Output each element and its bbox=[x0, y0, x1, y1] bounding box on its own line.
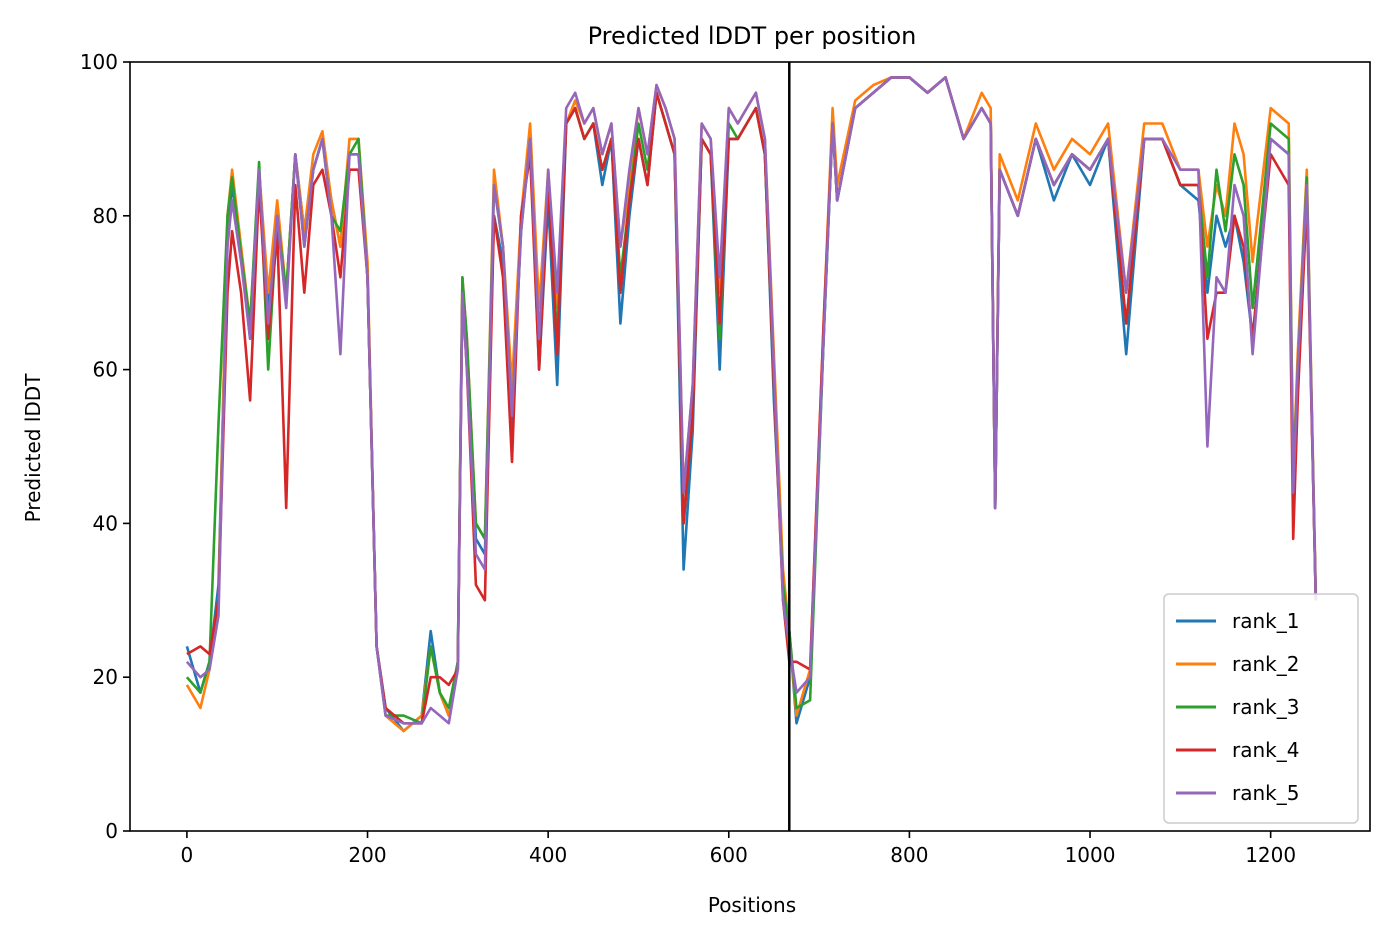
y-axis-label: Predicted lDDT bbox=[21, 373, 45, 523]
y-tick-label: 20 bbox=[93, 665, 118, 689]
series-line-rank_5 bbox=[185, 76, 1318, 725]
legend-label-rank_4: rank_4 bbox=[1232, 738, 1299, 762]
legend-label-rank_1: rank_1 bbox=[1232, 609, 1299, 633]
y-tick-label: 0 bbox=[105, 819, 118, 843]
x-tick-label: 400 bbox=[529, 843, 567, 867]
x-tick-label: 1000 bbox=[1065, 843, 1116, 867]
legend-label-rank_2: rank_2 bbox=[1232, 652, 1299, 676]
legend-box bbox=[1163, 593, 1359, 824]
legend: rank_1 rank_2 rank_3 rank_4 rank_5 bbox=[1163, 593, 1359, 824]
x-axis-ticks: 0 200 400 600 800 1000 1200 bbox=[181, 831, 1296, 867]
x-tick-label: 1200 bbox=[1245, 843, 1296, 867]
y-tick-label: 80 bbox=[93, 204, 118, 228]
y-axis-ticks: 0 20 40 60 80 100 bbox=[80, 50, 130, 843]
x-tick-label: 600 bbox=[710, 843, 748, 867]
chart-title: Predicted lDDT per position bbox=[588, 22, 917, 50]
y-tick-label: 60 bbox=[93, 358, 118, 382]
x-tick-label: 800 bbox=[890, 843, 928, 867]
y-tick-label: 100 bbox=[80, 50, 118, 74]
y-tick-label: 40 bbox=[93, 511, 118, 535]
x-tick-label: 0 bbox=[181, 843, 194, 867]
x-tick-label: 200 bbox=[348, 843, 386, 867]
legend-label-rank_3: rank_3 bbox=[1232, 695, 1299, 719]
plot-area bbox=[129, 61, 1371, 832]
legend-label-rank_5: rank_5 bbox=[1232, 781, 1299, 805]
x-axis-label: Positions bbox=[708, 893, 796, 917]
plot-frame bbox=[129, 61, 1371, 832]
